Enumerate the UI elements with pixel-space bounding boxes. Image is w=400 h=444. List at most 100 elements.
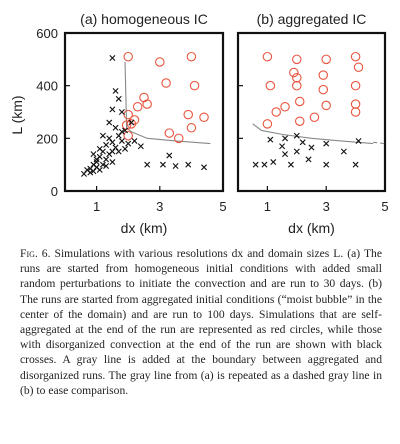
aggregated-circle-marker (262, 51, 273, 62)
disorganized-cross-marker (293, 148, 300, 155)
disorganized-cross-marker (144, 161, 151, 168)
disorganized-cross-marker (125, 140, 132, 147)
aggregated-circle-marker (294, 96, 305, 107)
disorganized-cross-marker (308, 144, 315, 151)
panel-a: (a) homogeneous IC dx (km) 1 3 5 0 200 400 600 (36, 11, 226, 236)
disorganized-cross-marker (90, 168, 97, 175)
aggregated-circle-marker (265, 80, 276, 91)
disorganized-cross-marker (185, 161, 192, 168)
aggregated-circle-marker (123, 130, 133, 141)
disorganized-cross-marker (109, 159, 116, 166)
x-tick-label: 3 (323, 199, 330, 214)
aggregated-circle-marker (183, 109, 193, 120)
disorganized-cross-marker (90, 151, 97, 158)
disorganized-cross-marker (118, 109, 125, 115)
disorganized-cross-marker (103, 156, 110, 163)
disorganized-cross-marker (323, 140, 330, 147)
aggregated-circle-marker (262, 119, 273, 129)
aggregated-circle-marker (199, 112, 209, 123)
aggregated-circle-marker (289, 67, 299, 78)
disorganized-cross-marker (282, 151, 289, 158)
disorganized-cross-marker (270, 159, 277, 166)
aggregated-circle-marker (294, 116, 305, 126)
x-tick-label: 1 (93, 199, 100, 214)
disorganized-cross-marker (103, 141, 110, 148)
aggregated-circle-marker (321, 100, 331, 111)
disorganized-cross-marker (106, 119, 113, 126)
disorganized-cross-marker (106, 135, 113, 142)
y-axis-label: L (km) (9, 95, 25, 134)
disorganized-cross-marker (118, 128, 125, 135)
aggregated-circle-marker (350, 107, 361, 117)
y-tick-label: 400 (36, 79, 58, 94)
caption-text: Simulations with various resolutions dx … (20, 247, 382, 397)
aggregated-circle-marker (353, 62, 364, 72)
disorganized-cross-marker (352, 161, 359, 168)
x-tick-label: 1 (264, 199, 271, 214)
figure: (a) homogeneous IC dx (km) 1 3 5 0 200 400 600 (… (9, 11, 389, 236)
disorganized-cross-marker (112, 87, 119, 94)
disorganized-cross-marker (305, 156, 312, 163)
disorganized-cross-marker (299, 139, 306, 146)
aggregated-circle-marker (321, 54, 331, 65)
aggregated-circle-marker (132, 101, 143, 112)
y-tick-label: 600 (36, 26, 58, 41)
disorganized-cross-marker (287, 161, 294, 168)
plot-frame (63, 31, 225, 193)
x-tick-label: 3 (156, 199, 163, 214)
y-tick-label: 0 (51, 184, 58, 199)
disorganized-cross-marker (323, 161, 330, 168)
disorganized-cross-marker (109, 106, 116, 113)
aggregated-circle-marker (161, 78, 171, 88)
disorganized-cross-marker (99, 161, 106, 168)
aggregated-circle-marker (309, 112, 320, 123)
disorganized-cross-marker (109, 55, 116, 62)
disorganized-cross-marker (93, 156, 100, 163)
disorganized-cross-marker (115, 148, 122, 155)
aggregated-circle-marker (139, 92, 149, 103)
disorganized-cross-marker (131, 137, 138, 144)
disorganized-cross-marker (267, 136, 274, 143)
disorganized-cross-marker (115, 132, 122, 139)
y-tick-label: 200 (36, 131, 58, 146)
x-tick-label: 5 (381, 199, 388, 214)
aggregated-circle-marker (174, 133, 184, 144)
disorganized-cross-marker (115, 95, 122, 102)
plot-frame (236, 31, 387, 193)
disorganized-cross-marker (122, 145, 129, 152)
aggregated-circle-marker (318, 84, 329, 95)
panel-b: (b) aggregated IC dx (km) 1 3 5 (236, 11, 389, 236)
disorganized-cross-marker (201, 164, 208, 171)
aggregated-circle-marker (142, 99, 152, 109)
caption-label: Fig. 6. (20, 247, 51, 260)
aggregated-circle-marker (350, 99, 361, 109)
disorganized-cross-marker (109, 139, 116, 146)
disorganized-cross-marker (109, 148, 116, 155)
aggregated-circle-marker (271, 107, 281, 117)
aggregated-circle-marker (186, 123, 197, 133)
disorganized-cross-marker (355, 137, 362, 144)
disorganized-cross-marker (261, 161, 268, 168)
disorganized-cross-marker (252, 161, 259, 168)
disorganized-cross-marker (166, 152, 173, 159)
disorganized-cross-marker (128, 119, 135, 126)
x-tick-label: 5 (219, 199, 226, 214)
aggregated-circle-marker (189, 80, 200, 91)
aggregated-circle-marker (186, 51, 197, 62)
disorganized-cross-marker (293, 132, 300, 139)
disorganized-cross-marker (87, 169, 94, 176)
disorganized-cross-marker (118, 137, 125, 144)
aggregated-circle-marker (292, 80, 302, 91)
panel-title: (a) homogeneous IC (80, 11, 208, 27)
disorganized-cross-marker (80, 170, 87, 177)
aggregated-circle-marker (123, 51, 133, 62)
disorganized-cross-marker (122, 127, 129, 134)
reference-line (373, 141, 386, 145)
disorganized-cross-marker (172, 162, 179, 169)
figure-caption: Fig. 6. Simulations with various resolut… (20, 246, 382, 398)
x-axis-label: dx (km) (121, 220, 168, 236)
aggregated-circle-marker (318, 70, 329, 80)
disorganized-cross-marker (99, 132, 106, 139)
aggregated-circle-marker (292, 54, 302, 65)
aggregated-circle-marker (155, 57, 165, 67)
